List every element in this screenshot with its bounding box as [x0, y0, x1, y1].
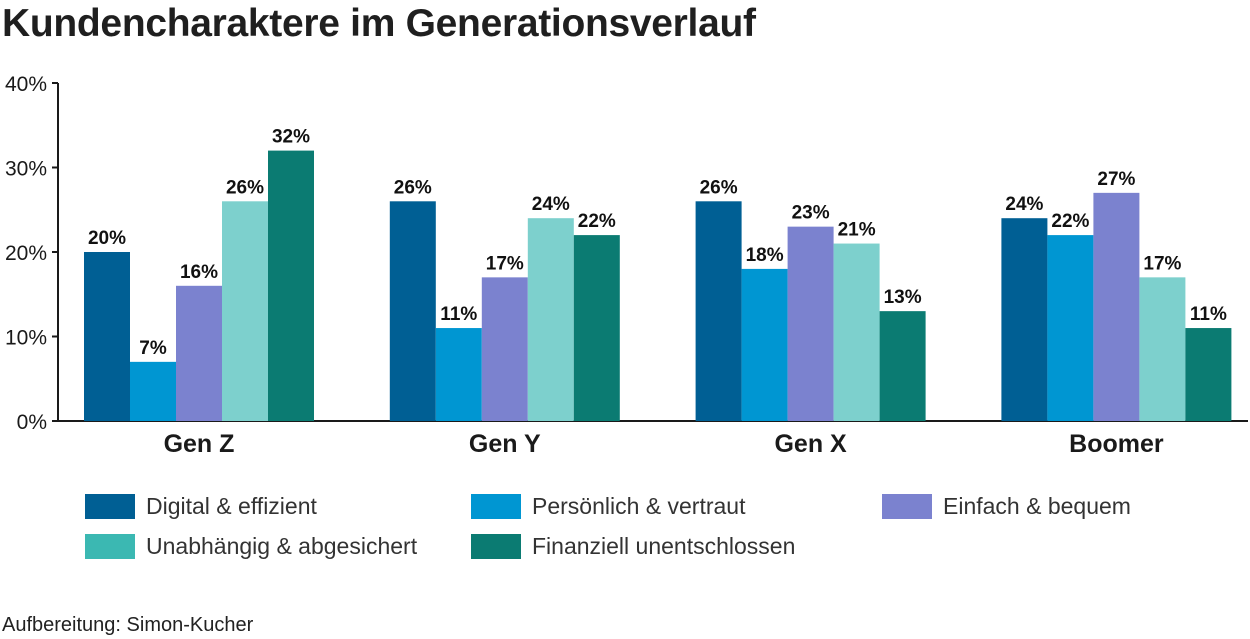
data-label: 13%: [884, 287, 922, 308]
bar: [481, 277, 528, 421]
legend-item: Einfach & bequem: [882, 493, 1131, 520]
bar-chart: 0% 10% 20% 30% 40% Gen Z Gen Y Gen X Boomer 20% 7…: [5, 73, 1248, 458]
legend-label: Persönlich & vertraut: [532, 493, 746, 519]
data-label: 11%: [440, 304, 477, 325]
y-tick-label: 40%: [5, 73, 47, 96]
data-labels: 20% 7% 16% 26% 32% 26% 11% 17% 24% 22% 26% 18% 23% 21…: [88, 127, 1227, 359]
data-label: 22%: [578, 211, 616, 232]
bar: [1093, 192, 1140, 421]
data-label: 24%: [532, 194, 570, 215]
data-label: 26%: [394, 177, 432, 198]
source-note: Aufbereitung: Simon-Kucher: [2, 614, 254, 636]
bar: [1139, 277, 1186, 421]
data-label: 7%: [139, 338, 167, 359]
x-tick-label: Gen Y: [469, 430, 541, 458]
data-label: 16%: [180, 262, 218, 283]
legend-item: Unabhängig & abgesichert: [85, 533, 417, 560]
data-label: 21%: [838, 220, 876, 241]
data-label: 20%: [88, 228, 126, 249]
y-tick-label: 0%: [17, 411, 47, 434]
bar: [695, 201, 742, 421]
data-label: 23%: [792, 203, 830, 224]
bar: [435, 328, 482, 421]
data-label: 32%: [272, 127, 310, 148]
legend-label: Digital & effizient: [146, 493, 317, 519]
legend-swatch: [882, 494, 932, 519]
y-tick-label: 30%: [5, 158, 47, 181]
bars: [84, 150, 1232, 421]
bar: [1185, 328, 1232, 421]
bar: [176, 285, 222, 421]
y-tick-label: 20%: [5, 242, 47, 265]
bar: [787, 226, 834, 421]
bar: [268, 150, 314, 421]
legend-swatch: [471, 534, 521, 559]
legend-swatch: [85, 534, 135, 559]
data-label: 27%: [1097, 169, 1135, 190]
x-tick-label: Boomer: [1069, 430, 1164, 458]
bar: [1047, 235, 1094, 421]
data-label: 24%: [1005, 194, 1043, 215]
data-label: 26%: [700, 177, 738, 198]
data-label: 17%: [486, 253, 524, 274]
legend-item: Finanziell unentschlossen: [471, 533, 795, 560]
bar: [573, 235, 620, 421]
bar: [879, 311, 926, 421]
bar: [1001, 218, 1048, 421]
y-tick-label: 10%: [5, 327, 47, 350]
bar: [527, 218, 574, 421]
x-tick-label: Gen Z: [164, 430, 235, 458]
chart-title: Kundencharaktere im Generationsverlauf: [2, 2, 756, 45]
axes: 0% 10% 20% 30% 40% Gen Z Gen Y Gen X Boomer: [5, 73, 1248, 458]
data-label: 17%: [1143, 253, 1181, 274]
legend-label: Unabhängig & abgesichert: [146, 533, 418, 559]
legend-label: Finanziell unentschlossen: [532, 533, 796, 559]
legend-label: Einfach & bequem: [943, 493, 1131, 519]
bar: [389, 201, 436, 421]
legend-swatch: [85, 494, 135, 519]
x-tick-label: Gen X: [774, 430, 847, 458]
bar: [130, 361, 176, 421]
bar: [84, 252, 130, 421]
data-label: 26%: [226, 177, 264, 198]
legend-item: Persönlich & vertraut: [471, 493, 745, 520]
legend-swatch: [471, 494, 521, 519]
bar: [222, 201, 268, 421]
data-label: 18%: [746, 245, 784, 266]
bar: [741, 268, 788, 421]
bar: [833, 243, 880, 421]
data-label: 11%: [1190, 304, 1227, 325]
legend-item: Digital & effizient: [85, 493, 317, 520]
data-label: 22%: [1051, 211, 1089, 232]
